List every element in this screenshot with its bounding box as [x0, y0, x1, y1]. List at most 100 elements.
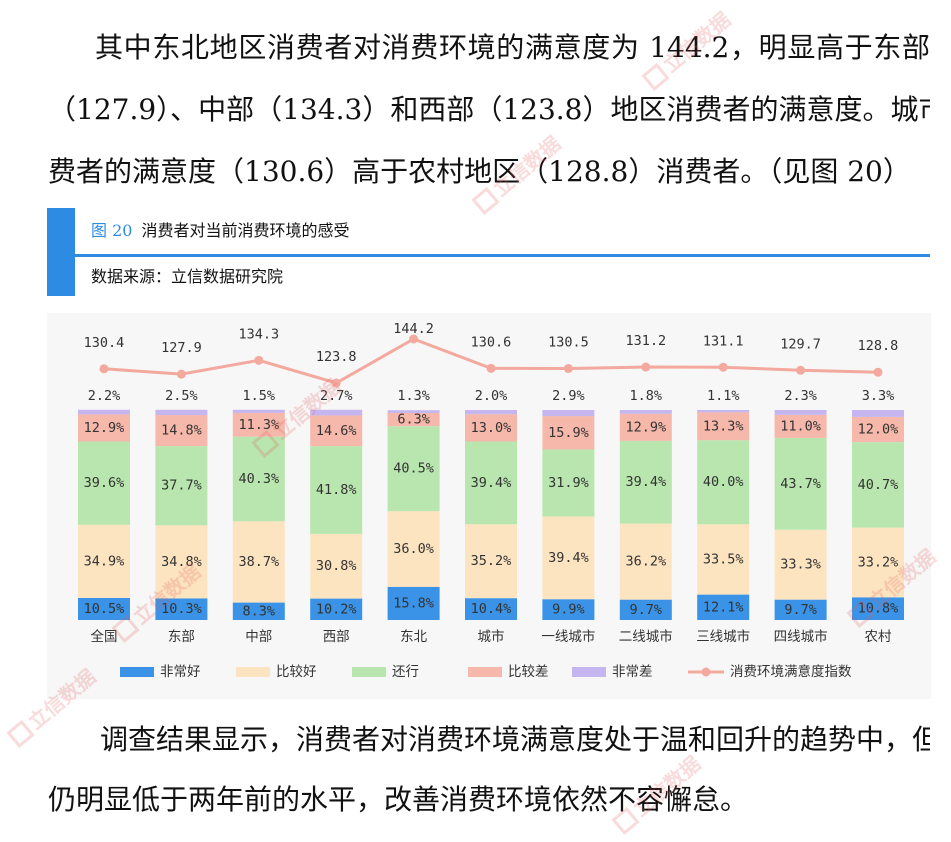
data-label: 11.0%	[780, 418, 821, 434]
data-label: 33.5%	[703, 551, 744, 567]
data-label: 10.4%	[471, 601, 512, 617]
bar-segment	[232, 409, 285, 413]
category-label: 全国	[91, 628, 118, 645]
index-label: 130.4	[84, 335, 125, 351]
data-label: 39.4%	[548, 550, 589, 566]
category-label: 东北	[400, 629, 427, 645]
bar-segment	[232, 412, 285, 437]
index-marker	[409, 334, 419, 344]
category-label: 城市	[478, 628, 505, 645]
bar-segment	[465, 524, 517, 599]
bar-segment	[774, 410, 827, 415]
data-label: 2.9%	[552, 388, 585, 404]
bar-segment	[387, 412, 440, 427]
index-marker	[796, 365, 806, 375]
legend-swatch	[120, 667, 154, 677]
index-marker	[486, 363, 496, 373]
bar-segment	[542, 416, 595, 450]
bar-segment	[78, 409, 130, 415]
chart-svg: 10.5% 34.9% 39.6% 12.9% 2.2% 全国 10.3% 34.8% 37.7…	[78, 321, 904, 680]
bar-segment	[542, 410, 595, 417]
figure-title-rule	[75, 254, 930, 257]
legend-label: 非常差	[612, 664, 653, 680]
bar-segment	[852, 597, 904, 620]
bar-segment	[619, 440, 672, 524]
data-label: 38.7%	[238, 554, 279, 570]
data-label: 12.9%	[625, 419, 666, 435]
data-label: 12.1%	[703, 599, 744, 615]
index-label: 123.8	[316, 349, 357, 365]
category-label: 农村	[865, 629, 893, 645]
data-label: 13.3%	[703, 418, 744, 434]
bar-segment	[310, 409, 363, 416]
legend-label: 比较好	[276, 664, 317, 680]
bar-segment	[542, 449, 595, 517]
index-marker	[873, 367, 883, 377]
bar-segment	[774, 437, 827, 530]
data-label: 1.3%	[397, 388, 430, 404]
index-label: 131.1	[703, 333, 744, 349]
bar-segment	[155, 598, 208, 620]
data-label: 14.6%	[316, 423, 357, 439]
data-label: 34.9%	[84, 553, 125, 569]
figure-title: 图 20 消费者对当前消费环境的感受	[91, 219, 349, 243]
data-label: 39.4%	[625, 474, 666, 490]
bar-segment	[310, 415, 363, 447]
bar-segment	[852, 527, 904, 598]
data-label: 30.8%	[316, 558, 357, 574]
bar-segment	[465, 441, 517, 525]
bar-segment	[697, 594, 750, 620]
data-label: 2.5%	[165, 388, 198, 404]
data-label: 12.9%	[84, 420, 125, 436]
bar-segment	[387, 410, 440, 413]
bar-segment	[387, 426, 440, 512]
data-label: 39.4%	[471, 475, 512, 491]
bar-segment	[697, 440, 750, 525]
index-label: 134.3	[238, 326, 279, 342]
data-label: 2.7%	[320, 388, 353, 404]
bar-segment	[774, 529, 827, 600]
data-label: 40.5%	[393, 461, 434, 477]
data-label: 43.7%	[780, 476, 821, 492]
bar-segment	[155, 415, 208, 447]
data-label: 10.2%	[316, 601, 357, 617]
data-label: 39.6%	[84, 475, 125, 491]
data-label: 9.9%	[552, 602, 585, 618]
category-label: 四线城市	[774, 628, 828, 645]
legend-line-marker	[701, 667, 711, 677]
bar-segment	[697, 412, 750, 441]
data-label: 33.3%	[780, 557, 821, 573]
data-label: 13.0%	[471, 420, 512, 436]
data-label: 10.8%	[858, 601, 899, 617]
bar-segment	[78, 524, 130, 598]
bar-segment	[619, 523, 672, 600]
data-label: 2.0%	[475, 388, 508, 404]
category-label: 一线城市	[541, 628, 595, 645]
data-label: 1.1%	[707, 388, 740, 404]
category-label: 三线城市	[696, 628, 750, 645]
data-label: 12.0%	[858, 422, 899, 438]
legend-label: 非常好	[160, 664, 201, 680]
data-label: 1.5%	[243, 388, 276, 404]
index-marker	[718, 362, 728, 372]
bar-segment	[852, 442, 904, 528]
bar-segment	[155, 446, 208, 526]
bar-segment	[310, 598, 363, 620]
bar-segment	[465, 598, 517, 620]
bar-segment	[155, 525, 208, 599]
data-label: 40.0%	[703, 474, 744, 490]
index-marker	[563, 364, 573, 374]
data-label: 14.8%	[161, 423, 202, 439]
bar-segment	[542, 599, 595, 620]
legend-swatch	[352, 667, 386, 677]
bar-segment	[774, 414, 827, 438]
data-label: 2.3%	[784, 388, 817, 404]
data-label: 1.8%	[630, 388, 663, 404]
data-label: 15.9%	[548, 425, 589, 441]
bar-segment	[310, 446, 363, 534]
index-label: 130.6	[471, 334, 512, 350]
paragraph-line: 其中东北地区消费者对消费环境的满意度为 144.2，明显高于东部	[95, 31, 930, 64]
paragraph-line: 费者的满意度（130.6）高于农村地区（128.8）消费者。（见图 20）	[48, 155, 911, 188]
figure-source: 数据来源：立信数据研究院	[91, 267, 284, 286]
data-label: 15.8%	[393, 595, 434, 611]
